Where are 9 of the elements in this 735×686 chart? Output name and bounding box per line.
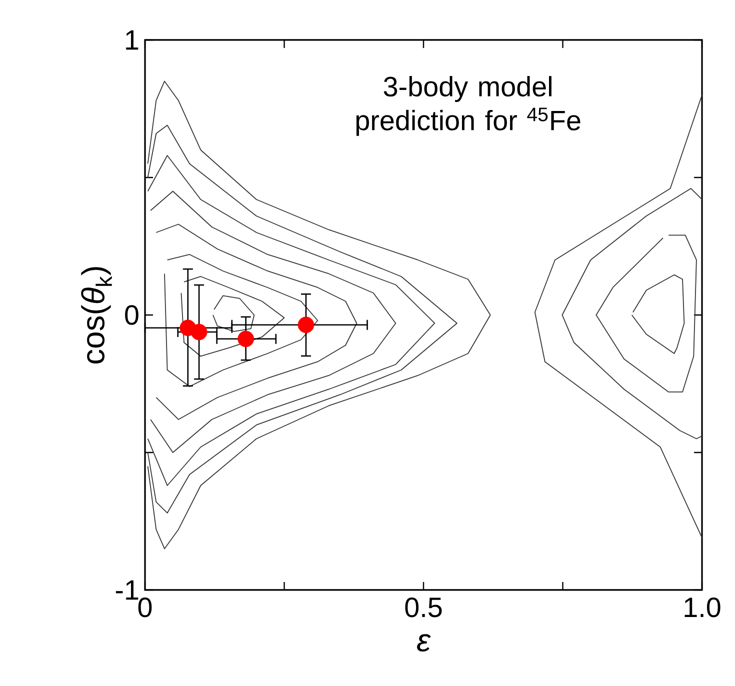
x-tick-label: 1.0 xyxy=(684,598,720,618)
x-tick-label: 0 xyxy=(138,598,152,618)
y-tick-label: 0 xyxy=(125,305,138,325)
y-tick-label: -1 xyxy=(116,580,138,600)
x-axis-title: ε xyxy=(417,634,431,652)
y-axis-title: cos(θ$_{k}$) xyxy=(81,267,112,364)
y-tick-label: 1 xyxy=(126,30,138,50)
annotation: 3-body model prediction for $^{45}$Fe xyxy=(356,76,580,136)
x-tick-label: 0.5 xyxy=(405,598,442,618)
